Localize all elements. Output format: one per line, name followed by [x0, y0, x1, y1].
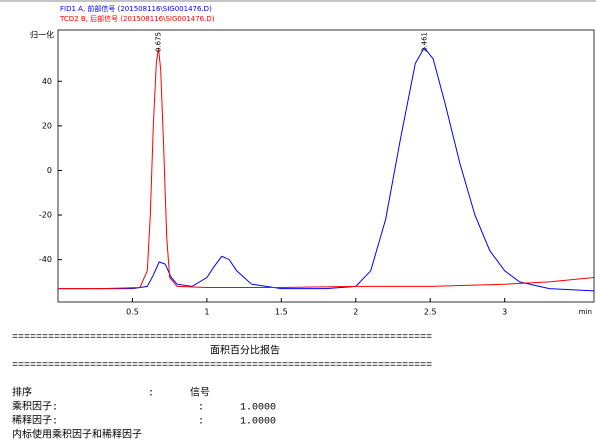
x-axis-label: min — [579, 308, 592, 316]
report-cell: 1.0000 — [240, 417, 276, 428]
y-axis-label: 归一化 — [30, 30, 54, 40]
y-tick-label: 20 — [42, 121, 52, 130]
x-tick-label: 2 — [353, 308, 358, 317]
plot-frame — [57, 29, 595, 303]
x-tick-label: 1.5 — [275, 308, 288, 317]
peak-label: 0.675 — [155, 32, 163, 52]
y-tick-label: -20 — [39, 211, 52, 220]
separator: ========================================… — [12, 361, 432, 372]
x-tick-label: 3 — [502, 308, 507, 317]
report-cell: 排序 — [12, 386, 32, 400]
report-cell: : — [198, 417, 204, 428]
report-cell: 信号 — [190, 387, 210, 400]
x-tick-label: 2.5 — [424, 308, 437, 317]
report-note: 内标使用乘积因子和稀释因子 — [12, 428, 142, 442]
report-cell: 乘积因子: — [12, 401, 58, 414]
report-title: 面积百分比报告 — [210, 344, 280, 358]
x-tick-label: 0.5 — [126, 308, 139, 317]
legend-entry: TCD2 B, 后部信号 (201508116\SIG001476.D) — [59, 14, 215, 23]
separator: ========================================… — [12, 333, 432, 344]
y-tick-label: 40 — [42, 77, 52, 86]
signal-trace — [58, 47, 594, 290]
y-tick-label: -40 — [39, 255, 52, 264]
x-tick-label: 1 — [204, 308, 209, 317]
peak-label: 2.461 — [420, 32, 428, 52]
signal-trace — [58, 46, 594, 292]
report-cell: 稀释因子: — [12, 414, 58, 428]
report-cell: 1.0000 — [240, 403, 276, 414]
legend-entry: FID1 A, 前部信号 (201508116\SIG001476.D) — [60, 4, 212, 13]
report-cell: : — [148, 389, 154, 400]
y-tick-label: 0 — [47, 166, 52, 175]
report-cell: : — [198, 403, 204, 414]
